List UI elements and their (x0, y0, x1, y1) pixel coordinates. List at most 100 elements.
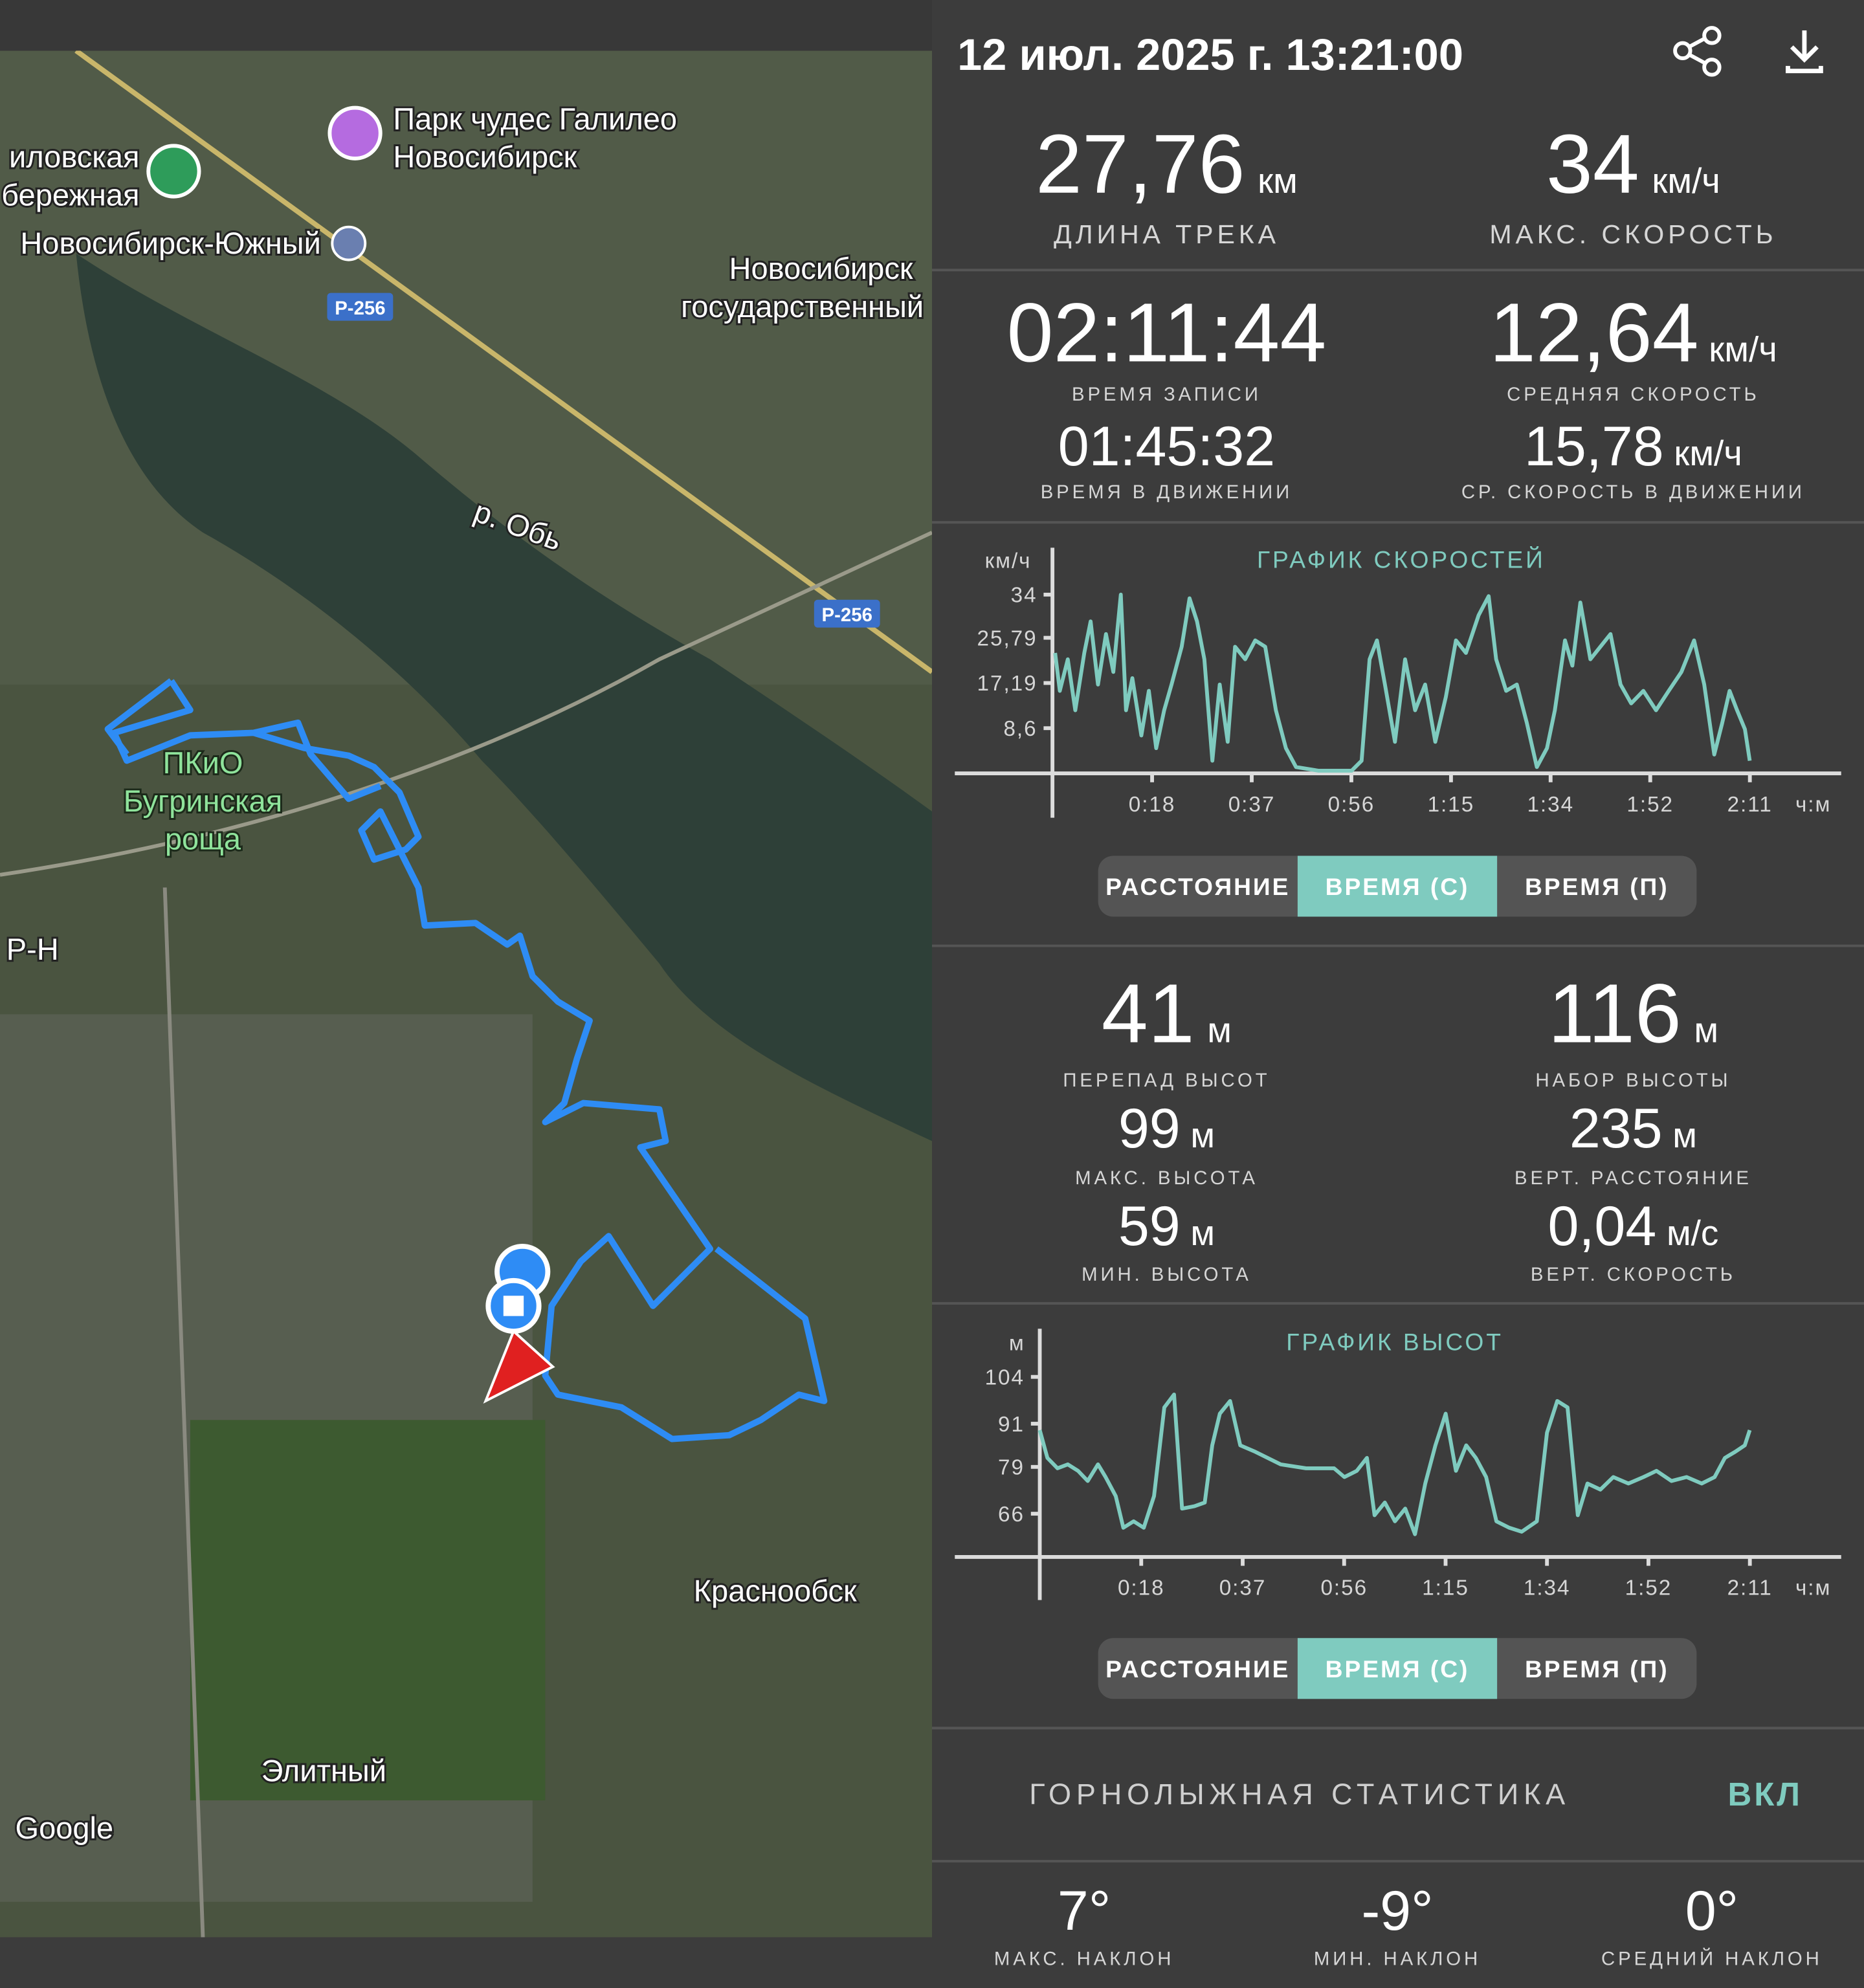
poi-icon[interactable] (146, 144, 201, 199)
stat-label: ВЕРТ. РАССТОЯНИЕ (1514, 1167, 1752, 1189)
value: 12,64 (1489, 286, 1699, 379)
stat-label: ПЕРЕПАД ВЫСОТ (1063, 1070, 1270, 1091)
segment-option[interactable]: ВРЕМЯ (С) (1326, 873, 1470, 900)
road (162, 887, 205, 1938)
map-label: государственный (681, 289, 924, 324)
y-axis-label: м (1009, 1332, 1025, 1356)
status-bar (0, 0, 932, 51)
stat-value: 01:45:32 (1058, 415, 1276, 478)
road-label: Р-256 (335, 298, 385, 319)
position-marker (483, 1329, 555, 1404)
stat-value: 15,78 км/ч (1524, 415, 1742, 478)
share-button[interactable] (1673, 26, 1722, 77)
segment-option[interactable]: РАССТОЯНИЕ (1105, 1655, 1290, 1683)
stat-value: 116 м (1548, 967, 1718, 1060)
x-tick-label: 1:15 (1422, 1576, 1469, 1600)
stat-value: 34 км/ч (1546, 118, 1720, 211)
stat-value: 0° (1685, 1880, 1738, 1942)
map[interactable]: Парк чудес Галилео Новосибирск иловская … (0, 50, 932, 1938)
stat-label: СРЕДНИЙ НАКЛОН (1601, 1948, 1823, 1970)
map-label: Элитный (261, 1754, 386, 1788)
stat-label: ДЛИНА ТРЕКА (1054, 219, 1280, 249)
x-tick-label: 1:34 (1524, 1576, 1571, 1600)
stat-value: 02:11:44 (1007, 286, 1327, 379)
stat-label: МАКС. ВЫСОТА (1075, 1167, 1258, 1189)
map-label: Новосибирск (393, 140, 577, 174)
value: 0,04 (1548, 1195, 1657, 1257)
road-badge (327, 293, 394, 321)
unit: м (1694, 1010, 1718, 1050)
map-label: иловская (9, 140, 140, 174)
unit: м (1207, 1010, 1232, 1050)
unit: м (1190, 1213, 1215, 1253)
y-tick-label: 17,19 (977, 672, 1037, 696)
x-tick-label: 0:18 (1129, 793, 1176, 817)
road (0, 531, 932, 877)
data-line (1037, 1392, 1752, 1536)
stat-label: ВЕРТ. СКОРОСТЬ (1531, 1264, 1736, 1285)
segment-selected[interactable] (1297, 1638, 1498, 1699)
x-axis-label: ч:м (1795, 793, 1831, 817)
map-label: Новосибирск-Южный (20, 226, 321, 260)
stat-value: 0,04 м/с (1548, 1195, 1719, 1257)
x-tick-label: 1:52 (1625, 1576, 1672, 1600)
map-label: Новосибирск (729, 251, 913, 285)
x-tick-label: 0:18 (1118, 1576, 1165, 1600)
stat-value: 59 м (1118, 1195, 1215, 1257)
value: 15,78 (1524, 415, 1664, 478)
map-label: Краснообск (694, 1573, 857, 1607)
unit: км/ч (1652, 160, 1720, 201)
value: 235 (1570, 1098, 1663, 1160)
route (104, 678, 828, 1442)
stat-value: 7° (1058, 1880, 1111, 1942)
value: 59 (1118, 1195, 1181, 1257)
value: 116 (1548, 967, 1681, 1060)
x-tick-label: 0:56 (1328, 793, 1375, 817)
y-tick-label: 25,79 (977, 626, 1037, 650)
value: 27,76 (1036, 118, 1245, 211)
y-tick-label: 91 (998, 1413, 1025, 1437)
download-button[interactable] (1786, 30, 1823, 74)
stat-label: СР. СКОРОСТЬ В ДВИЖЕНИИ (1461, 481, 1805, 503)
finish-icon (503, 1296, 524, 1316)
unit: м (1672, 1115, 1697, 1155)
segment-option[interactable]: РАССТОЯНИЕ (1105, 873, 1290, 900)
x-tick-label: 1:15 (1428, 793, 1475, 817)
segment-selected[interactable] (1297, 856, 1498, 917)
x-tick-label: 2:11 (1727, 1576, 1773, 1600)
stat-label: ВРЕМЯ В ДВИЖЕНИИ (1041, 481, 1293, 503)
ski-toggle[interactable]: ВКЛ (1728, 1776, 1803, 1813)
datetime: 12 июл. 2025 г. 13:21:00 (957, 30, 1463, 80)
x-tick-label: 2:11 (1727, 793, 1773, 817)
stat-value: 12,64 км/ч (1489, 286, 1777, 379)
y-tick-label: 34 (1011, 584, 1037, 608)
river (76, 253, 932, 1142)
stat-label: СРЕДНЯЯ СКОРОСТЬ (1507, 384, 1760, 405)
segment-option[interactable]: ВРЕМЯ (П) (1525, 1655, 1669, 1683)
unit: км/ч (1709, 329, 1777, 369)
stat-value: 99 м (1118, 1098, 1215, 1160)
value: 99 (1118, 1098, 1181, 1160)
unit: м (1190, 1115, 1215, 1155)
value: 34 (1546, 118, 1639, 211)
poi-icon[interactable] (327, 105, 383, 160)
x-tick-label: 0:37 (1228, 793, 1276, 817)
stat-label: МИН. ВЫСОТА (1082, 1264, 1252, 1285)
map-field (190, 1420, 546, 1801)
chart-title: ГРАФИК ВЫСОТ (1286, 1329, 1503, 1356)
x-axis-label: ч:м (1795, 1576, 1831, 1600)
unit: км/ч (1674, 433, 1742, 473)
stat-value: 27,76 км (1036, 118, 1298, 211)
x-tick-label: 0:56 (1320, 1576, 1368, 1600)
stat-label: ВРЕМЯ ЗАПИСИ (1072, 384, 1261, 405)
road-label: Р-256 (822, 604, 872, 626)
station-icon[interactable] (331, 225, 367, 261)
segment-option[interactable]: ВРЕМЯ (П) (1525, 873, 1669, 900)
map-label: Парк чудес Галилео (393, 102, 677, 136)
map-label: Бугринская (124, 784, 283, 818)
y-axis-label: км/ч (985, 549, 1032, 573)
x-tick-label: 1:34 (1527, 793, 1574, 817)
segment-option[interactable]: ВРЕМЯ (С) (1326, 1655, 1470, 1683)
road-badge (814, 599, 880, 628)
